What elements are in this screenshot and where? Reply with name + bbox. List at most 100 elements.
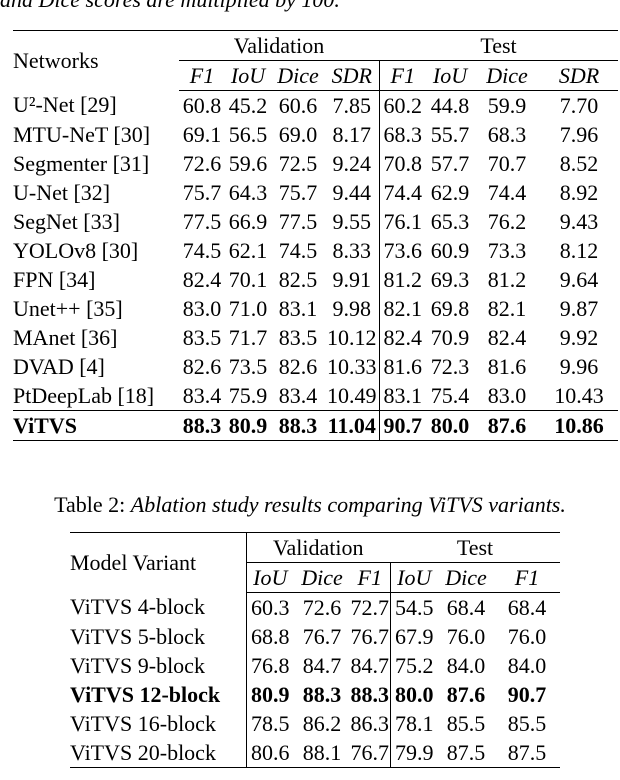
metric-value: 88.3 (302, 681, 342, 707)
metric-value: 10.49 (325, 381, 379, 411)
metric-value: 86.3 (350, 710, 390, 736)
metric-value: 60.8 (182, 92, 222, 118)
metric-value: 85.5 (507, 710, 547, 736)
metric-value: 60.2 (378, 90, 426, 120)
metric-value: 66.9 (228, 208, 268, 234)
metric-value: 83.4 (179, 381, 225, 411)
metric-value: 82.5 (278, 266, 318, 292)
metric-value: 8.17 (332, 121, 372, 147)
metric-value: 71.7 (228, 324, 268, 350)
network-name: SegNet [33] (13, 208, 120, 234)
table-row: FPN [34] 82.4 70.1 82.5 9.91 81.2 69.3 81.2 9.64 (13, 265, 618, 294)
metric-value: 10.33 (327, 353, 377, 379)
metric-value: 76.2 (487, 208, 527, 234)
table-row: ViTVS 88.3 80.9 88.3 11.04 90.7 80.0 87.6 10.86 (13, 410, 618, 441)
network-name: MAnet [36] (13, 324, 118, 350)
table2-caption-text: Ablation study results comparing ViTVS v… (130, 492, 566, 517)
metric-value: 8.33 (332, 237, 372, 263)
metric-value: 77.5 (182, 208, 222, 234)
metric-value: 8.52 (559, 150, 599, 176)
metric-header: F1 (378, 60, 426, 91)
metric-value: 76.0 (507, 623, 547, 649)
metric-value: 84.7 (350, 652, 390, 678)
metric-value: 80.9 (225, 410, 271, 441)
table-row: ViTVS 12-block 80.9 88.3 88.3 80.0 87.6 90.7 (70, 680, 560, 709)
variant-name: ViTVS 16-block (70, 710, 216, 736)
metric-value: 9.98 (332, 295, 372, 321)
metric-value: 10.43 (540, 381, 618, 411)
metric-value: 84.0 (507, 652, 547, 678)
metric-header: Dice (271, 60, 325, 91)
ablation-table: Model Variant Validation Test IoU Dice F1 I… (70, 532, 560, 768)
metric-value: 9.87 (559, 295, 599, 321)
validation-group-header: Validation (179, 30, 379, 61)
network-name: FPN [34] (13, 266, 96, 292)
table-row: PtDeepLab [18] 83.4 75.9 83.4 10.49 83.1 75.4 8… (13, 381, 618, 411)
variant-name: ViTVS 9-block (70, 652, 205, 678)
metric-value: 74.4 (378, 178, 426, 207)
metric-value: 69.1 (182, 121, 222, 147)
metric-value: 76.7 (350, 738, 390, 768)
metric-value: 81.6 (378, 352, 426, 381)
metric-value: 60.9 (430, 237, 470, 263)
metric-value: 79.9 (389, 738, 438, 768)
metric-header: SDR (540, 60, 618, 91)
metric-header: IoU (245, 562, 294, 593)
table-row: U²-Net [29] 60.8 45.2 60.6 7.85 60.2 44.8 59.9 7… (13, 90, 618, 120)
metric-value: 9.55 (332, 208, 372, 234)
metric-value: 59.9 (487, 92, 527, 118)
metric-value: 65.3 (430, 208, 470, 234)
metric-header: F1 (179, 60, 225, 91)
metric-value: 62.1 (228, 237, 268, 263)
metric-value: 78.1 (389, 709, 438, 738)
table-row: SegNet [33] 77.5 66.9 77.5 9.55 76.1 65.3 76.2 9… (13, 207, 618, 236)
test-group-header: Test (379, 30, 618, 61)
metric-header: IoU (225, 60, 271, 91)
network-name: MTU-NeT [30] (13, 121, 151, 147)
metric-value: 60.3 (245, 592, 294, 622)
network-name: PtDeepLab [18] (13, 381, 179, 411)
metric-value: 59.6 (228, 150, 268, 176)
metric-value: 75.9 (225, 381, 271, 411)
table2-caption-label: Table 2: (54, 492, 126, 517)
network-name: Segmenter [31] (13, 150, 150, 176)
network-name: DVAD [4] (13, 353, 105, 379)
metric-value: 60.6 (278, 92, 318, 118)
metric-value: 74.5 (278, 237, 318, 263)
metric-value: 75.7 (182, 179, 222, 205)
table-row: ViTVS 20-block 80.6 88.1 76.7 79.9 87.5 87.5 (70, 738, 560, 768)
variant-name: ViTVS 4-block (70, 594, 205, 620)
table-row: ViTVS 4-block 60.3 72.6 72.7 54.5 68.4 68.4 (70, 592, 560, 622)
metric-value: 90.7 (507, 681, 547, 707)
metric-value: 88.3 (271, 410, 325, 441)
metric-value: 8.92 (559, 179, 599, 205)
metric-value: 55.7 (430, 121, 470, 147)
metric-value: 8.12 (559, 237, 599, 263)
metric-value: 64.3 (228, 179, 268, 205)
metric-value: 72.7 (350, 594, 390, 620)
networks-header: Networks (13, 30, 179, 91)
metric-value: 75.4 (426, 381, 474, 411)
metric-value: 73.3 (487, 237, 527, 263)
metric-header: Dice (294, 562, 350, 593)
metric-value: 7.96 (559, 121, 599, 147)
metric-value: 9.91 (332, 266, 372, 292)
metric-value: 9.24 (332, 150, 372, 176)
metric-value: 90.7 (378, 410, 426, 441)
metric-value: 88.3 (350, 681, 390, 707)
metric-value: 74.5 (182, 237, 222, 263)
metric-value: 9.64 (559, 266, 599, 292)
network-name: U²-Net [29] (13, 92, 117, 118)
metric-header: F1 (350, 562, 390, 593)
metric-value: 70.9 (430, 324, 470, 350)
metric-value: 9.96 (559, 353, 599, 379)
metric-value: 82.6 (182, 353, 222, 379)
metric-value: 68.8 (245, 622, 294, 651)
variant-header: Model Variant (70, 532, 246, 593)
metric-header: Dice (474, 60, 540, 91)
network-name: YOLOv8 [30] (13, 237, 139, 263)
metric-value: 80.9 (245, 680, 294, 709)
variant-name: ViTVS 12-block (70, 681, 221, 707)
metric-value: 78.5 (245, 709, 294, 738)
metric-value: 72.6 (182, 150, 222, 176)
